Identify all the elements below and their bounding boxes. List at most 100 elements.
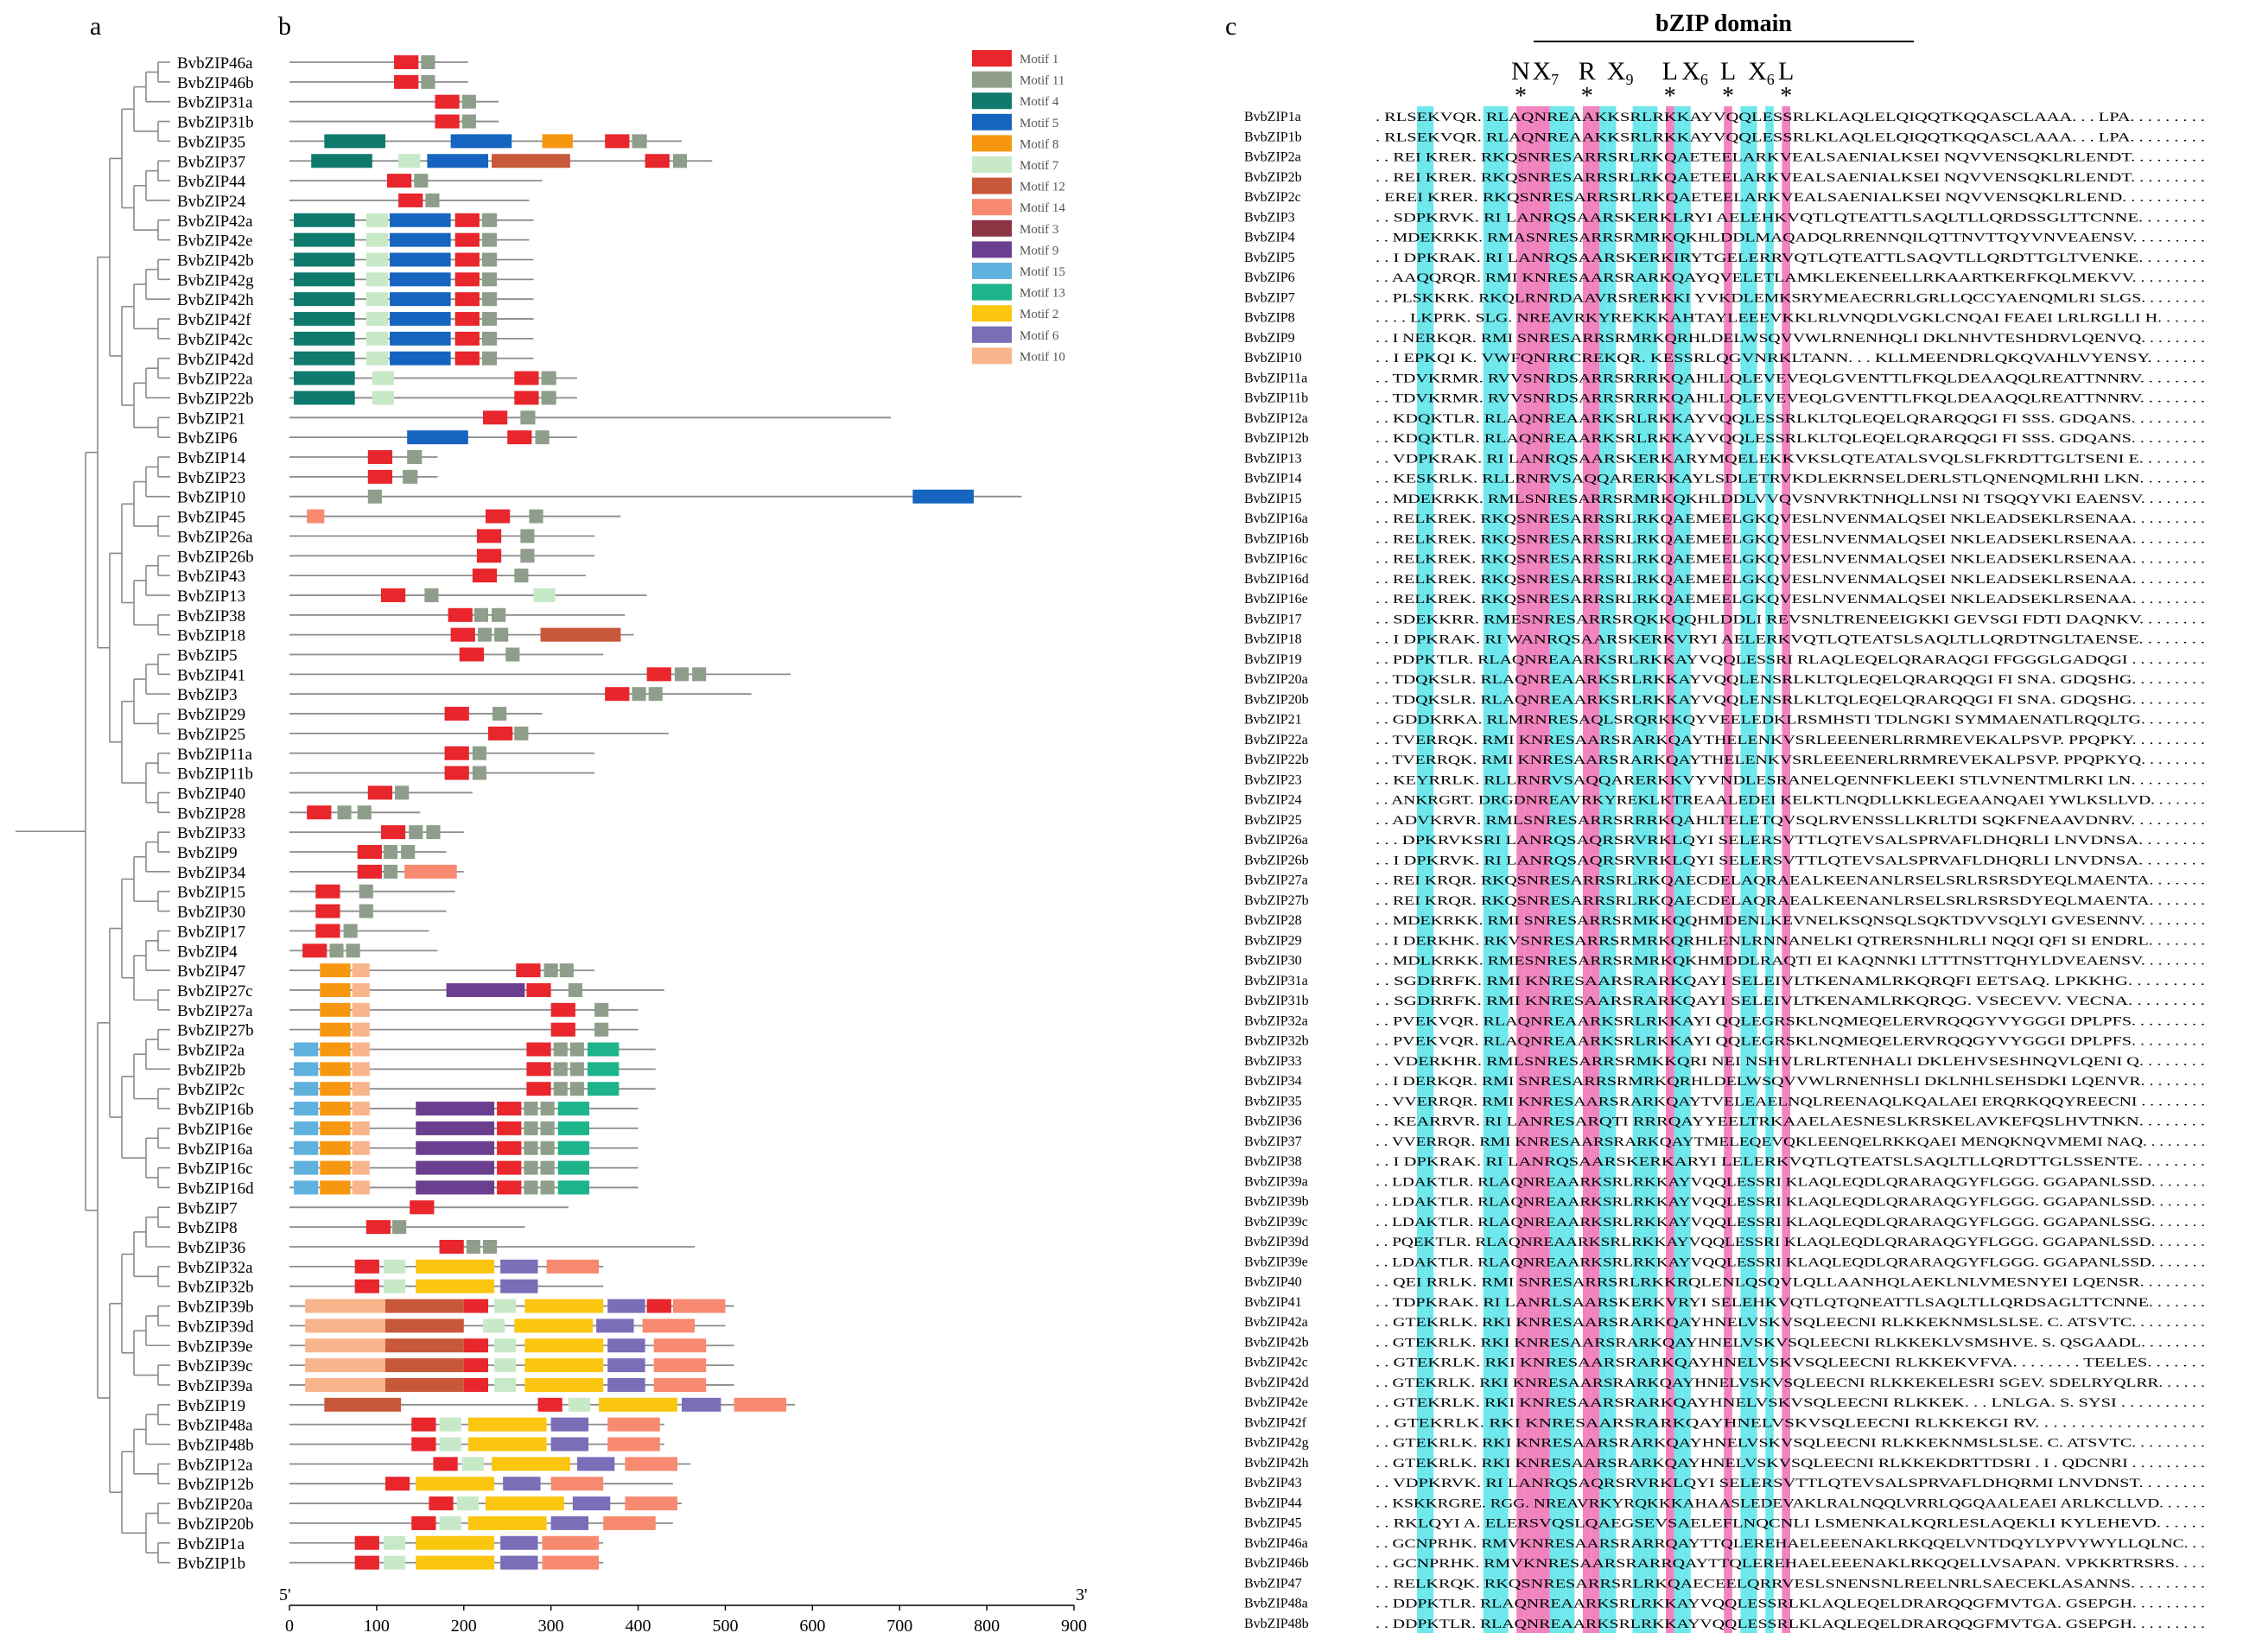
alignment-sequence: . . PVEKVQR. RLAQNREAARKSRLRKKAYI QQLEGR… <box>1376 1014 2205 1028</box>
motif-box-motif11 <box>569 1042 585 1057</box>
gene-label: BvbZIP12a <box>177 1456 253 1474</box>
motif-box-motif1 <box>454 252 480 267</box>
motif-box-motif1 <box>550 1022 575 1037</box>
motif-box-motif6 <box>550 1515 589 1530</box>
motif-box-motif5 <box>390 213 451 227</box>
gene-label: BvbZIP3 <box>177 686 238 704</box>
gene-label: BvbZIP5 <box>177 647 238 665</box>
alignment-sequence: . . DDPKTLR. RLAQNREAARKSRLRKKAYVQQLESSR… <box>1376 1598 2205 1611</box>
motif-box-motif10 <box>352 1180 370 1195</box>
gene-label: BvbZIP11a <box>177 746 252 764</box>
alignment-sequence: . . PLSKKRK. RKQLRNRDAAVRSRERKKI YVKDLEM… <box>1376 291 2205 305</box>
alignment-sequence: . . GTEKRLK. RKI KNRESAARSRARKQAYHNELVSK… <box>1376 1457 2205 1471</box>
motif-box-motif2 <box>467 1515 547 1530</box>
motif-box-motif6 <box>607 1358 645 1373</box>
alignment-sequence: . . TDPKRAK. RI LANRLSAARSKERKVRYI SELEH… <box>1376 1296 2205 1310</box>
axis-tick-label: 900 <box>1061 1617 1087 1636</box>
motif-box-motif12 <box>384 1338 464 1353</box>
motif-box-motif6 <box>607 1299 645 1313</box>
motif-box-motif12 <box>492 154 570 168</box>
motif-box-motif1 <box>354 1555 379 1570</box>
motif-box-motif11 <box>481 232 498 247</box>
motif-box-motif7 <box>494 1377 517 1392</box>
axis-tick-label: 0 <box>285 1617 294 1636</box>
motif-box-motif11 <box>473 607 489 622</box>
legend-swatch <box>972 135 1012 152</box>
motif-box-motif11 <box>481 213 498 227</box>
legend-swatch <box>972 263 1012 279</box>
motif-box-motif14 <box>603 1515 656 1530</box>
motif-box-motif1 <box>463 1358 489 1373</box>
gene-label: BvbZIP9 <box>177 844 238 862</box>
gene-label: BvbZIP2b <box>177 1061 245 1079</box>
motif-box-motif11 <box>472 766 487 780</box>
motif-box-motif7 <box>568 1397 591 1412</box>
gene-label: BvbZIP42b <box>177 252 254 270</box>
alignment-seq-name: BvbZIP20b <box>1244 692 1309 707</box>
alignment-seq-name: BvbZIP9 <box>1244 331 1295 346</box>
motif-box-motif7 <box>398 154 421 168</box>
legend-label: Motif 12 <box>1020 181 1065 194</box>
alignment-sequence: . . GCNPRHK. RMVKNRESAARSRARRQAYTTQLEREH… <box>1376 1557 2205 1571</box>
conserved-star: * <box>1780 83 1792 110</box>
alignment-seq-name: BvbZIP42b <box>1244 1335 1309 1350</box>
alignment-seq-name: BvbZIP2b <box>1244 170 1302 185</box>
gene-label: BvbZIP10 <box>177 489 245 507</box>
panel-label-c: c <box>1225 12 1236 41</box>
conserved-star: * <box>1722 83 1734 110</box>
motif-box-motif5 <box>912 489 974 504</box>
motif-box-motif13 <box>588 1082 620 1096</box>
alignment-seq-name: BvbZIP22a <box>1244 733 1308 747</box>
motif-box-motif2 <box>514 1318 594 1333</box>
motif-box-motif1 <box>497 1102 522 1116</box>
gene-label: BvbZIP33 <box>177 824 245 842</box>
conserved-column-cyan <box>1425 106 1434 1633</box>
motif-box-motif11 <box>357 805 372 820</box>
motif-box-motif11 <box>559 963 574 978</box>
alignment-sequence: . . MDEKRKK. RMI SNRESARRSRMKKQQHMDENLKE… <box>1376 914 2205 928</box>
motif-box-motif7 <box>365 351 389 365</box>
motif-box-motif14 <box>607 1437 660 1452</box>
motif-box-motif7 <box>494 1338 517 1353</box>
gene-label: BvbZIP22b <box>177 390 254 408</box>
alignment-sequence: . . . . LKPRK. SLG. NREAVRKYREKKKAHTAYLE… <box>1376 312 2205 326</box>
gene-label: BvbZIP44 <box>177 173 246 191</box>
alignment-seq-name: BvbZIP38 <box>1244 1154 1302 1169</box>
conserved-column-pink <box>1724 106 1732 1633</box>
alignment-sequence: . . KDQKTLR. RLAQNREAARKSRLRKKAYVQQLESSR… <box>1376 432 2205 446</box>
alignment-seq-name: BvbZIP39c <box>1244 1215 1308 1229</box>
gene-label: BvbZIP16d <box>177 1179 254 1198</box>
motif-box-motif11 <box>492 607 506 622</box>
motif-box-motif1 <box>605 687 630 702</box>
alignment-sequence: . . VVERRQR. RMI KNRESAARSRARKQAYTMELEQE… <box>1376 1135 2205 1149</box>
alignment-sequence: . . KSKKRGRE. RGG. NREAVRKYRQKKKAHAASLED… <box>1376 1496 2205 1510</box>
motif-box-motif1 <box>386 174 412 188</box>
motif-box-motif4 <box>294 232 355 247</box>
gene-label: BvbZIP46b <box>177 74 254 92</box>
alignment-sequence: . . PDPKTLR. RLAQNREAARKSRLRKKAYVQQLESSR… <box>1376 653 2205 667</box>
legend-swatch <box>972 113 1012 130</box>
alignment-seq-name: BvbZIP1b <box>1244 130 1302 144</box>
motif-box-motif7 <box>439 1515 461 1530</box>
motif-box-motif12 <box>324 1397 402 1412</box>
gene-label: BvbZIP18 <box>177 627 245 645</box>
gene-label: BvbZIP47 <box>177 963 245 981</box>
header-symbol: L <box>1720 57 1736 86</box>
gene-label: BvbZIP42h <box>177 291 254 309</box>
legend-label: Motif 9 <box>1020 244 1058 257</box>
gene-label: BvbZIP39a <box>177 1377 253 1395</box>
axis-tick-label: 300 <box>538 1617 564 1636</box>
gene-label: BvbZIP6 <box>177 429 238 448</box>
motif-structure-map <box>289 55 1022 1570</box>
gene-label: BvbZIP29 <box>177 706 245 724</box>
axis-3prime-label: 3' <box>1076 1585 1088 1604</box>
header-symbol-subscript: 9 <box>1626 71 1634 88</box>
motif-box-motif1 <box>367 469 393 484</box>
legend-swatch <box>972 156 1012 173</box>
motif-box-motif1 <box>354 1279 379 1293</box>
gene-label: BvbZIP4 <box>177 943 238 961</box>
motif-box-motif7 <box>533 588 556 602</box>
motif-box-motif1 <box>526 1082 551 1096</box>
motif-box-motif1 <box>454 312 480 327</box>
motif-box-motif14 <box>550 1477 604 1491</box>
